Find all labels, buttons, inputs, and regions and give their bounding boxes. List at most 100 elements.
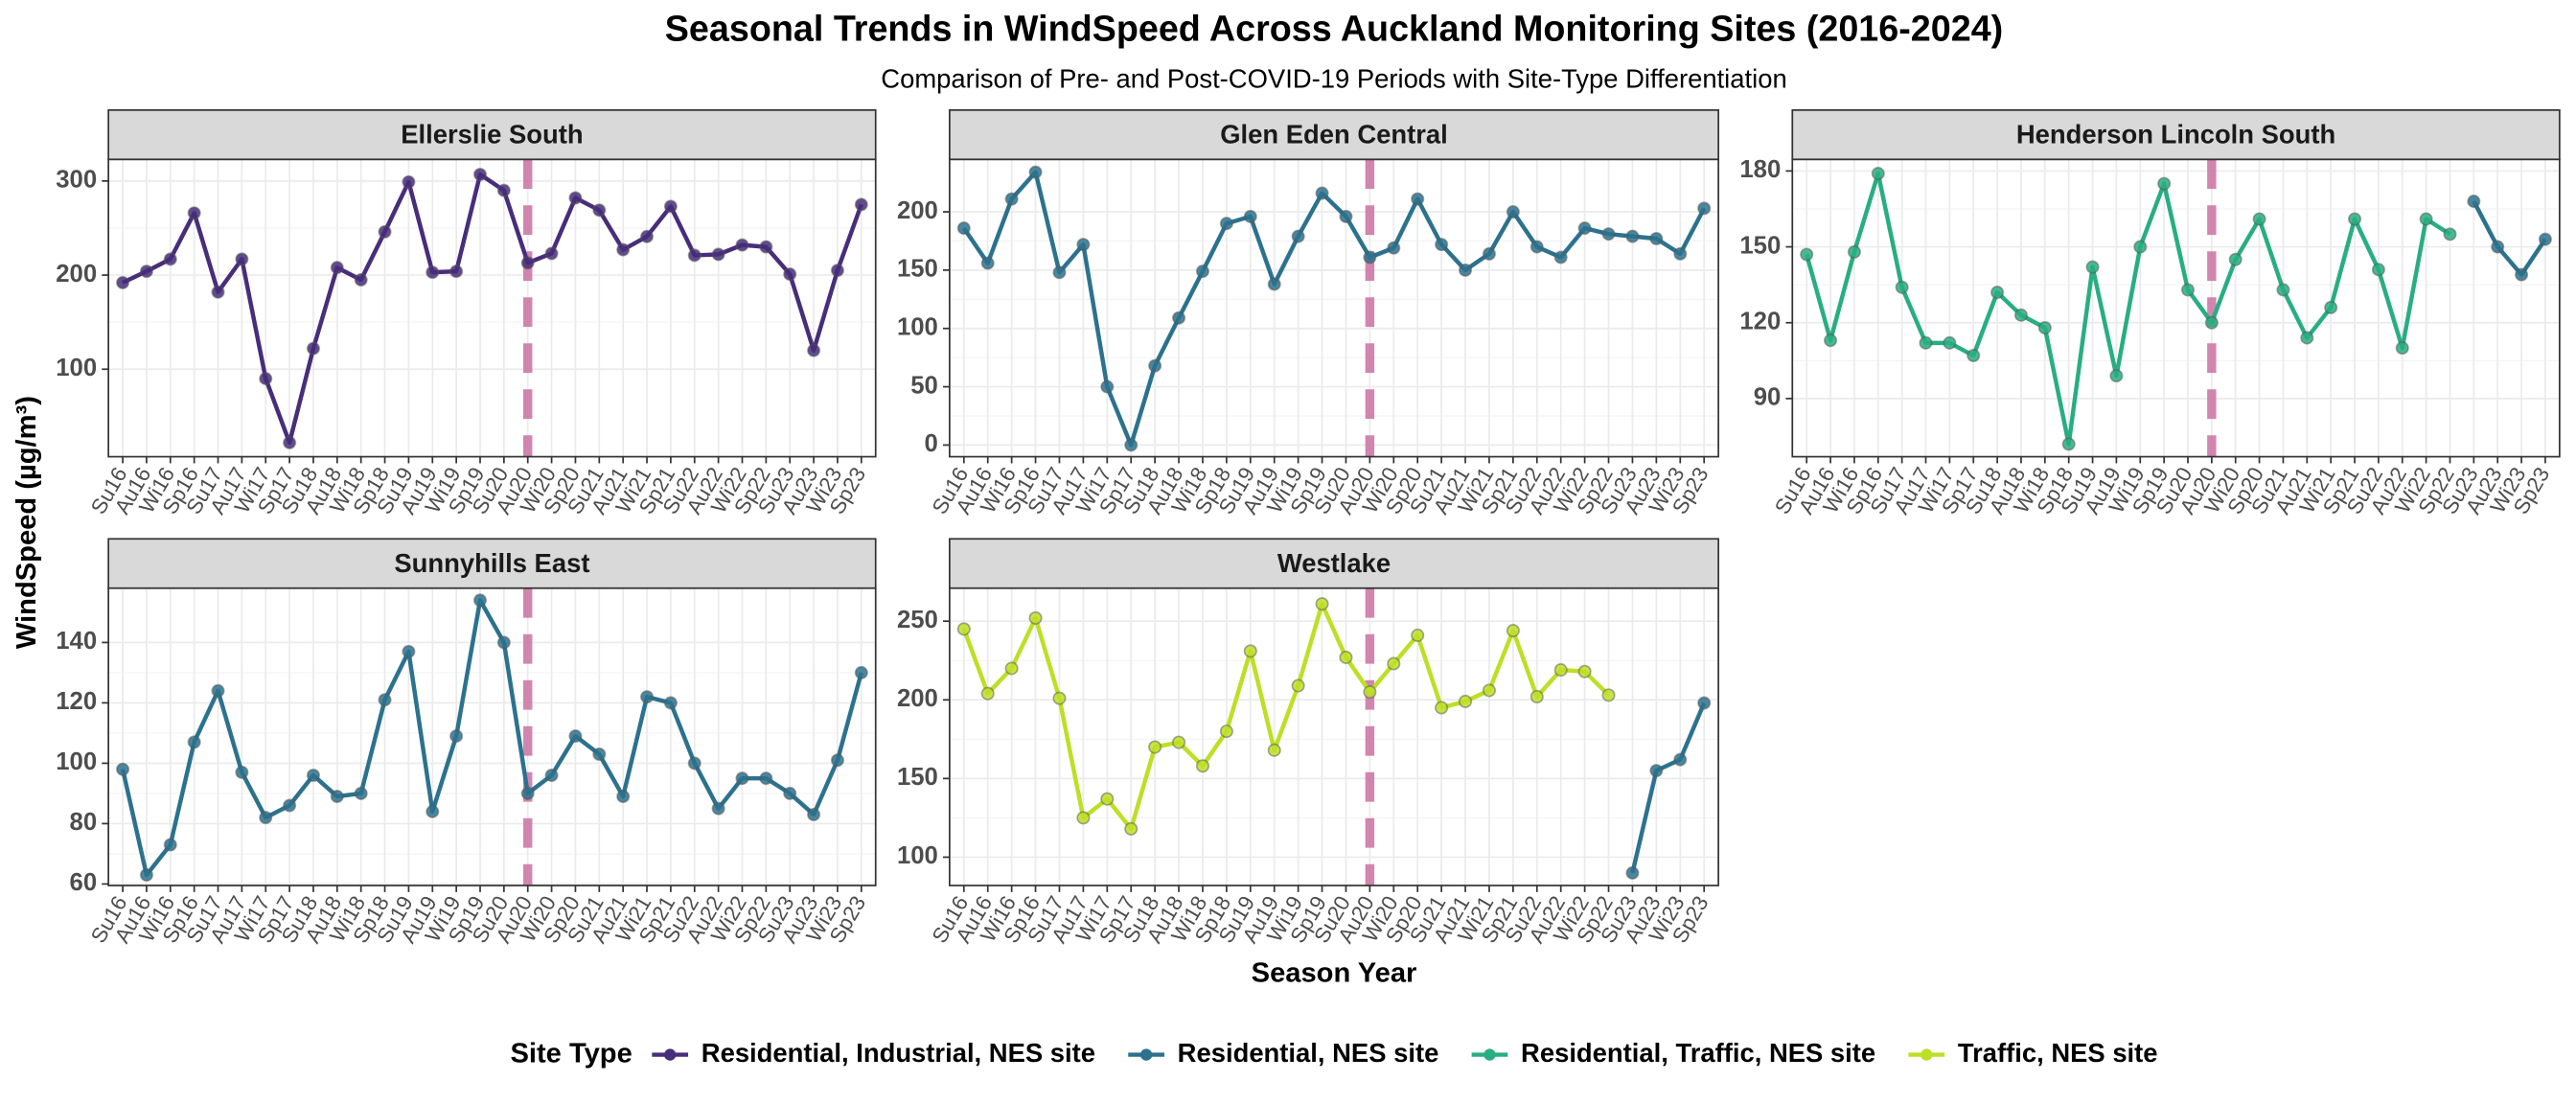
point xyxy=(496,635,511,650)
point xyxy=(1530,240,1544,254)
point xyxy=(2419,212,2433,226)
y-tick-label: 120 xyxy=(56,688,97,715)
point xyxy=(1219,724,1233,739)
point xyxy=(1148,740,1162,754)
point xyxy=(1076,238,1091,252)
point xyxy=(426,804,440,818)
y-tick-label: 150 xyxy=(897,764,938,791)
point xyxy=(472,593,488,608)
point xyxy=(1625,865,1640,880)
point xyxy=(663,696,678,710)
legend-key-point xyxy=(1139,1048,1153,1061)
strip xyxy=(949,108,1719,161)
chart-subtitle: Comparison of Pre- and Post-COVID-19 Per… xyxy=(881,63,1786,93)
point xyxy=(1267,277,1281,291)
point xyxy=(735,771,749,786)
y-tick-label: 100 xyxy=(56,748,97,775)
point xyxy=(211,683,225,698)
point xyxy=(1800,247,1814,262)
y-tick-label: 140 xyxy=(56,628,97,655)
y-tick-label: 180 xyxy=(1739,156,1781,183)
point xyxy=(259,811,273,825)
legend-key-point xyxy=(1484,1048,1496,1061)
panel: 050100150200Residential, NES siteSu16Au1… xyxy=(897,108,1719,518)
point xyxy=(2228,252,2242,266)
y-tick-label: 300 xyxy=(56,167,97,194)
y-tick-label: 150 xyxy=(897,256,938,283)
legend-title: Site Type xyxy=(510,1038,632,1069)
point xyxy=(1553,663,1568,678)
point xyxy=(2491,240,2505,254)
point xyxy=(2133,240,2148,254)
point xyxy=(1100,792,1115,806)
point xyxy=(956,221,971,236)
point xyxy=(496,183,511,197)
point xyxy=(1435,701,1449,715)
point xyxy=(830,264,844,278)
point xyxy=(1076,811,1091,825)
point xyxy=(378,224,392,239)
point xyxy=(1315,597,1329,611)
point xyxy=(1625,229,1640,243)
point xyxy=(1697,201,1712,216)
y-tick-label: 200 xyxy=(897,685,938,712)
point xyxy=(1052,691,1067,705)
y-tick-label: 200 xyxy=(897,197,938,224)
point xyxy=(687,756,702,770)
y-tick-label: 250 xyxy=(897,607,938,633)
legend-label: Traffic, NES site xyxy=(1958,1038,2158,1068)
point xyxy=(640,690,655,704)
point xyxy=(2348,212,2362,226)
point xyxy=(592,747,607,761)
point xyxy=(956,622,971,636)
y-tick-label: 200 xyxy=(56,261,97,288)
point xyxy=(402,174,416,189)
point xyxy=(139,264,153,279)
chart-title: Seasonal Trends in WindSpeed Across Auck… xyxy=(665,9,2003,49)
point xyxy=(2443,227,2457,242)
point xyxy=(2109,369,2124,383)
point xyxy=(1172,735,1186,749)
strip-label: Glen Eden Central xyxy=(1220,120,1448,150)
point xyxy=(1895,280,1909,294)
point xyxy=(1673,752,1688,767)
point xyxy=(2324,300,2338,314)
point xyxy=(1291,678,1305,693)
point xyxy=(1387,241,1401,255)
point xyxy=(2180,283,2196,297)
point xyxy=(687,248,702,263)
point xyxy=(449,729,464,744)
point xyxy=(1506,205,1520,219)
point xyxy=(711,247,725,262)
point xyxy=(306,341,320,356)
point xyxy=(1291,229,1305,243)
point xyxy=(2157,176,2172,191)
legend-key-point xyxy=(664,1048,677,1061)
strip-label: Sunnyhills East xyxy=(394,548,589,578)
point xyxy=(235,252,249,266)
point xyxy=(1148,358,1162,373)
point xyxy=(1482,683,1496,698)
point xyxy=(116,275,130,289)
point xyxy=(1124,438,1138,452)
point xyxy=(1195,264,1209,279)
point xyxy=(1673,246,1688,261)
point xyxy=(854,665,868,679)
y-tick-label: 50 xyxy=(910,372,938,399)
point xyxy=(1411,628,1425,642)
point xyxy=(2013,308,2028,322)
point xyxy=(830,753,844,768)
point xyxy=(235,765,249,779)
y-tick-label: 100 xyxy=(897,314,938,341)
point xyxy=(1243,644,1257,658)
y-tick-label: 0 xyxy=(925,430,938,457)
plot-background xyxy=(949,587,1719,886)
point xyxy=(1847,244,1861,259)
y-tick-label: 150 xyxy=(1739,232,1781,259)
panel: 100200300Residential, Industrial, NES si… xyxy=(56,108,877,518)
point xyxy=(330,790,344,804)
y-tick-label: 120 xyxy=(1739,309,1781,335)
point xyxy=(1966,349,1981,363)
strip xyxy=(107,108,877,161)
